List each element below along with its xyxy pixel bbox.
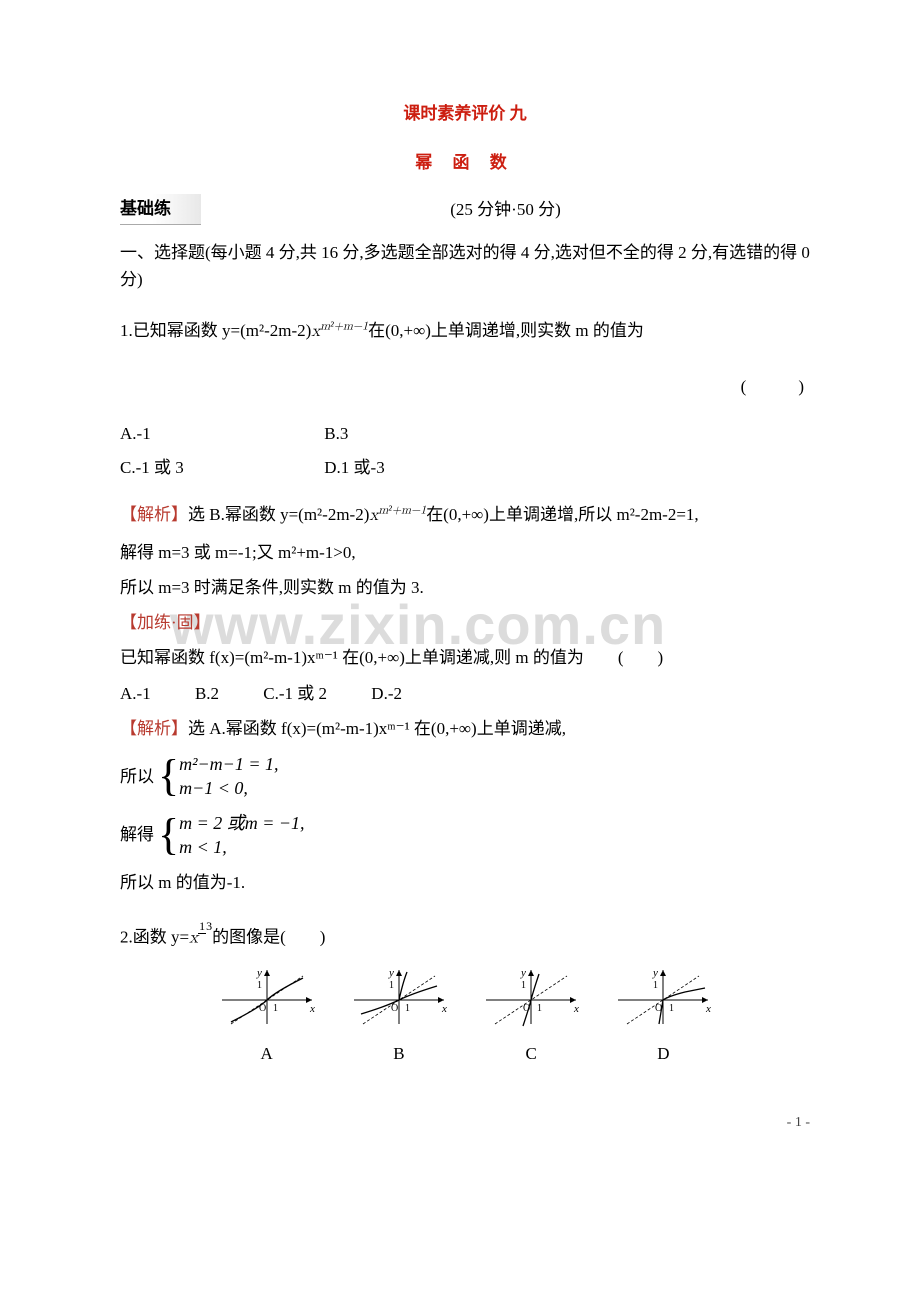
basic-time-row: 基础练 (25 分钟·50 分) <box>120 194 810 224</box>
q1-opt-b: B.3 <box>324 420 524 447</box>
title-sub: 幂 函 数 <box>120 149 810 176</box>
q1-options-row1: A.-1 B.3 <box>120 420 810 447</box>
brace1-prefix: 所以 <box>120 763 154 790</box>
q1-analysis-l3: 所以 m=3 时满足条件,则实数 m 的值为 3. <box>120 574 810 601</box>
brace-icon: { <box>158 754 179 798</box>
q1-exp-sup: m²+m−1 <box>320 320 368 332</box>
jialian-analysis-l1: 【解析】选 A.幂函数 f(x)=(m²-m-1)xᵐ⁻¹ 在(0,+∞)上单调… <box>120 715 810 742</box>
svg-text:1: 1 <box>537 1003 542 1014</box>
jialian-conclusion: 所以 m 的值为-1. <box>120 869 810 896</box>
q2-var: x <box>189 930 198 947</box>
q2-frac-num: 1 <box>198 919 206 934</box>
svg-text:1: 1 <box>669 1003 674 1014</box>
q1-paren: ( ) <box>741 373 810 400</box>
q1-analysis-var: x <box>369 507 378 524</box>
q1-opt-a: A.-1 <box>120 420 320 447</box>
question-2: 2.函数 y=x13的图像是( ) <box>120 920 810 952</box>
svg-text:y: y <box>652 967 658 979</box>
q1-analysis-prefix: 选 B.幂函数 y=(m²-2m-2) <box>188 505 369 524</box>
q1-stem-suffix: 在(0,+∞)上单调递增,则实数 m 的值为 <box>368 321 644 340</box>
jialian-stem: 已知幂函数 f(x)=(m²-m-1)xᵐ⁻¹ 在(0,+∞)上单调递减,则 m… <box>120 644 810 671</box>
brace2-l1: m = 2 或m = −1, <box>179 811 304 835</box>
q1-exp-var: x <box>311 323 320 340</box>
svg-text:y: y <box>520 967 526 979</box>
q2-stem-suffix: 的图像是( ) <box>212 928 325 947</box>
q2-graphs: x y 1 1 O x y 1 1 O <box>120 966 810 1036</box>
svg-text:x: x <box>309 1003 315 1015</box>
q1-analysis: 【解析】选 B.幂函数 y=(m²-2m-2)xm²+m−1在(0,+∞)上单调… <box>120 501 810 529</box>
brace-block-2: 解得 { m = 2 或m = −1, m < 1, <box>120 811 810 860</box>
q1-opt-c: C.-1 或 3 <box>120 454 320 481</box>
q1-opt-d: D.1 或-3 <box>324 454 524 481</box>
jialian-options: A.-1 B.2 C.-1 或 2 D.-2 <box>120 680 810 707</box>
svg-text:x: x <box>441 1003 447 1015</box>
graph-a: x y 1 1 O <box>217 966 317 1028</box>
svg-text:x: x <box>573 1003 579 1015</box>
brace2-prefix: 解得 <box>120 821 154 848</box>
jl-opt-a: A.-1 <box>120 680 151 707</box>
jl-analysis-text: 选 A.幂函数 f(x)=(m²-m-1)xᵐ⁻¹ 在(0,+∞)上单调递减, <box>188 719 566 738</box>
svg-text:1: 1 <box>405 1003 410 1014</box>
page-number: - 1 - <box>120 1112 810 1134</box>
extra-practice-label: 【加练·固】 <box>120 609 810 636</box>
graph-b: x y 1 1 O <box>349 966 449 1028</box>
brace-block-1: 所以 { m²−m−1 = 1, m−1 < 0, <box>120 752 810 801</box>
brace1-l1: m²−m−1 = 1, <box>179 752 278 776</box>
graph-c: x y 1 1 O <box>481 966 581 1028</box>
q1-analysis-suffix: 在(0,+∞)上单调递增,所以 m²-2m-2=1, <box>426 505 698 524</box>
svg-text:1: 1 <box>521 980 526 991</box>
q1-stem-prefix: 1.已知幂函数 y=(m²-2m-2) <box>120 321 311 340</box>
analysis-label-2: 【解析】 <box>120 719 188 738</box>
label-a: A <box>203 1040 331 1067</box>
q1-analysis-l2: 解得 m=3 或 m=-1;又 m²+m-1>0, <box>120 539 810 566</box>
jl-opt-b: B.2 <box>195 680 219 707</box>
svg-text:1: 1 <box>653 980 658 991</box>
svg-text:1: 1 <box>389 980 394 991</box>
brace1-l2: m−1 < 0, <box>179 776 278 800</box>
graph-d: x y 1 1 O <box>613 966 713 1028</box>
q2-stem-prefix: 2.函数 y= <box>120 928 189 947</box>
svg-text:1: 1 <box>273 1003 278 1014</box>
analysis-label: 【解析】 <box>120 505 188 524</box>
q1-analysis-sup: m²+m−1 <box>378 504 426 516</box>
time-info: (25 分钟·50 分) <box>201 196 810 223</box>
svg-text:y: y <box>388 967 394 979</box>
svg-text:O: O <box>391 1003 398 1014</box>
section-1-desc: 一、选择题(每小题 4 分,共 16 分,多选题全部选对的得 4 分,选对但不全… <box>120 239 810 293</box>
q2-graph-labels: A B C D <box>120 1040 810 1067</box>
q1-options-row2: C.-1 或 3 D.1 或-3 <box>120 454 810 481</box>
label-c: C <box>467 1040 595 1067</box>
brace2-l2: m < 1, <box>179 835 304 859</box>
svg-text:O: O <box>259 1003 266 1014</box>
label-d: D <box>599 1040 727 1067</box>
svg-text:x: x <box>705 1003 711 1015</box>
question-1: 1.已知幂函数 y=(m²-2m-2)xm²+m−1在(0,+∞)上单调递增,则… <box>120 317 810 345</box>
basic-practice-label: 基础练 <box>120 194 201 224</box>
jl-opt-c: C.-1 或 2 <box>263 680 327 707</box>
brace-icon-2: { <box>158 813 179 857</box>
svg-text:1: 1 <box>257 980 262 991</box>
title-main: 课时素养评价 九 <box>120 100 810 127</box>
svg-text:y: y <box>256 967 262 979</box>
jl-opt-d: D.-2 <box>371 680 402 707</box>
label-b: B <box>335 1040 463 1067</box>
